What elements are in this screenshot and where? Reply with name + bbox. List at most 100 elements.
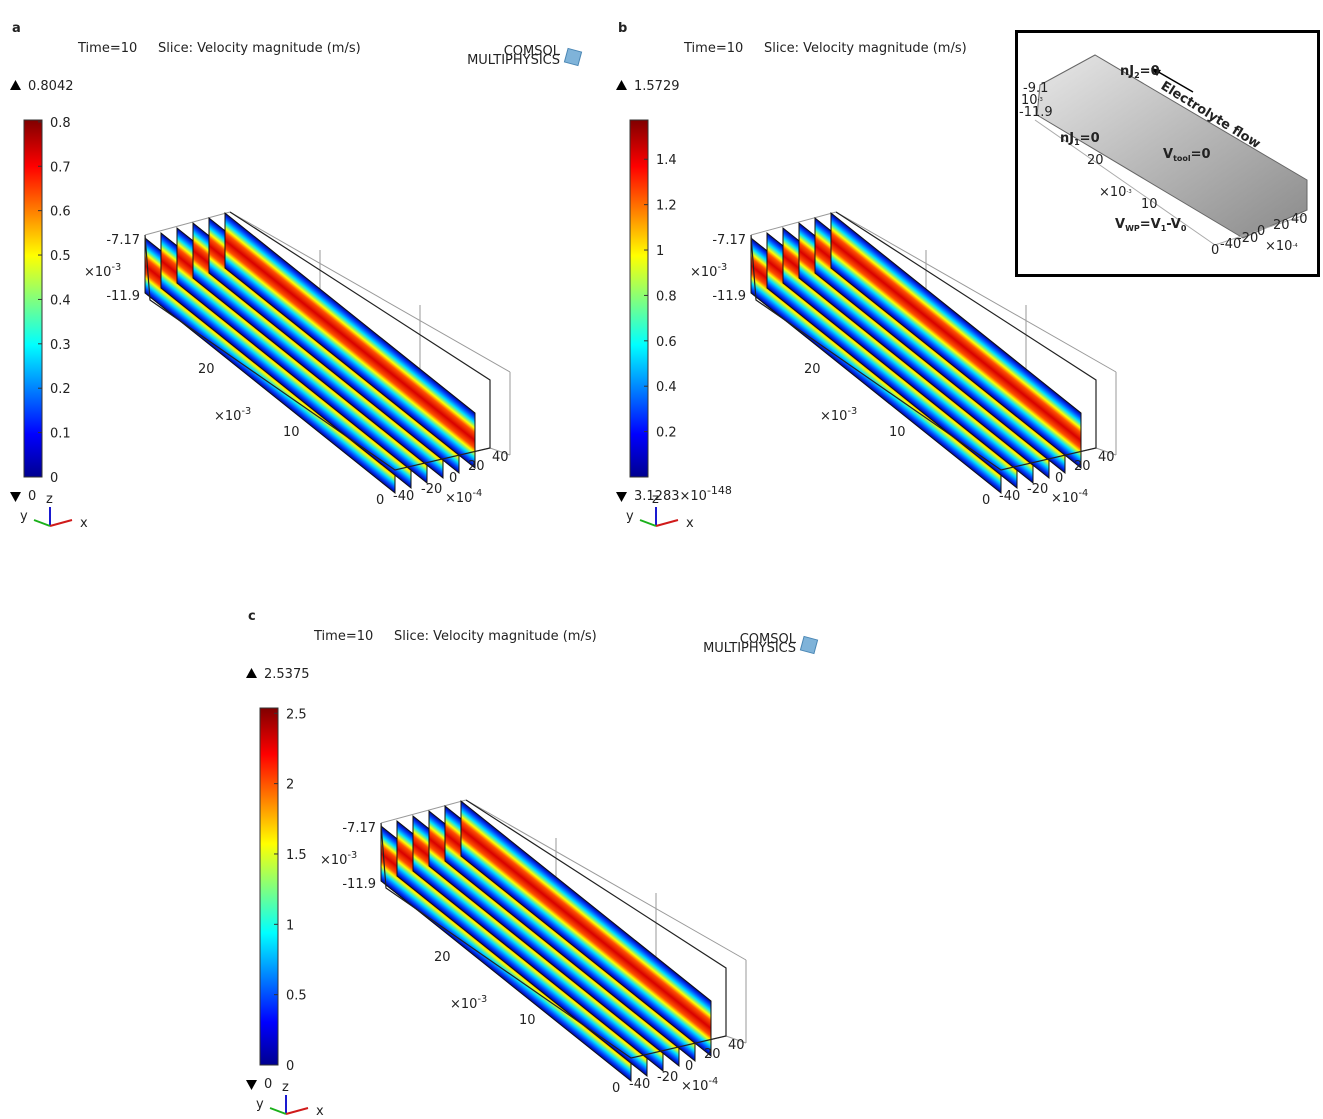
inset-tick-label: -40 (1220, 237, 1241, 252)
max-marker (246, 668, 257, 678)
colorbar (23, 119, 43, 478)
power-base: ×10 (681, 1079, 708, 1094)
colorbar-tick-label: 0 (286, 1059, 294, 1074)
inset-label-part: 1 (1074, 138, 1080, 147)
power-base: ×10 (1051, 491, 1078, 506)
y-tick-label: 10 (519, 1013, 536, 1028)
box-edge (229, 211, 511, 373)
flow-arrowhead (1151, 68, 1161, 76)
inset-label-part: 0 (1181, 224, 1187, 233)
y-tick-label: 0 (612, 1081, 620, 1096)
inset-label-part: =0 (1140, 64, 1160, 79)
max-label: 2.5375 (264, 667, 310, 682)
power-base: ×10 (214, 409, 241, 424)
x-scale: ×10-4 (1051, 488, 1088, 506)
inset-box (1034, 119, 1306, 246)
box-edge (465, 799, 747, 961)
power-exponent: -3 (111, 262, 121, 273)
y-scale: ×10-3 (450, 994, 487, 1012)
box-edge (380, 799, 467, 824)
power-exponent: -3 (1126, 189, 1131, 195)
power-base: ×10 (1265, 239, 1292, 254)
panel-label: a (12, 21, 21, 36)
y-tick-label: 20 (804, 362, 821, 377)
colorbar-tick-label: 2 (286, 778, 294, 793)
box-edge (835, 211, 1117, 373)
inset-label: nJ2=0 (1120, 64, 1160, 80)
time-label: Time=10 (683, 41, 743, 56)
min-marker (246, 1080, 257, 1090)
min-marker (616, 492, 627, 502)
power-base: ×10 (84, 265, 111, 280)
z-scale: ×10-3 (320, 850, 357, 868)
panel: b Time=10 Slice: Velocity magnitude (m/s) 1… (616, 21, 1117, 531)
inset-tick-label: 0 (1257, 224, 1265, 239)
inset-label-part: 1 (1161, 224, 1167, 233)
time-label: Time=10 (313, 629, 373, 644)
watermark: COMSOL (504, 44, 561, 59)
z-scale: ×10-3 (690, 262, 727, 280)
axis-x (655, 519, 679, 527)
power-exponent: -3 (241, 406, 251, 417)
box-edge (750, 211, 837, 236)
triad-label: y (626, 509, 634, 524)
max-marker (616, 80, 627, 90)
x-tick-label: 0 (685, 1059, 693, 1074)
colorbar-tick-label: 0.4 (656, 380, 677, 395)
min-marker (10, 492, 21, 502)
colorbar-tick-label: 0.5 (286, 989, 307, 1004)
colorbar (629, 119, 649, 478)
triad-label: x (686, 516, 694, 531)
panel-label: b (618, 21, 627, 36)
panel: a Time=10 Slice: Velocity magnitude (m/s) C… (10, 21, 583, 531)
inset-tick-label: 40 (1291, 212, 1308, 227)
colorbar-tick-label: 0.2 (656, 426, 677, 441)
max-label: 1.5729 (634, 79, 680, 94)
power-base: ×10 (1099, 185, 1126, 200)
y-tick-label: 10 (889, 425, 906, 440)
power-exponent: -148 (707, 484, 732, 497)
power-exponent: -3 (347, 850, 357, 861)
power-exponent: -4 (1292, 243, 1298, 249)
x-tick-label: 0 (1055, 471, 1063, 486)
watermark: MULTIPHYSICS (467, 53, 560, 68)
box-edge (144, 211, 491, 471)
box-edge (489, 447, 511, 456)
colorbar-tick-label: 0.6 (656, 335, 677, 350)
axis-y (33, 519, 51, 527)
inset-label-part: tool (1173, 154, 1191, 163)
colorbar-tick-label: 0.6 (50, 205, 71, 220)
x-tick-label: -40 (393, 489, 414, 504)
inset-label-part: WP (1125, 224, 1140, 233)
colorbar-tick-label: 2.5 (286, 707, 307, 722)
velocity-slice (830, 211, 1082, 470)
inset-label-part: nJ (1060, 131, 1074, 146)
inset-tick-label: 20 (1087, 153, 1104, 168)
z-tick-label: -11.9 (712, 289, 746, 304)
colorbar-tick-label: 1.5 (286, 848, 307, 863)
inset-label-part: V (1115, 217, 1125, 232)
axis-y (639, 519, 657, 527)
power-exponent: -3 (1038, 97, 1043, 103)
inset-label-part: 2 (1134, 71, 1140, 80)
colorbar-tick-label: 0.8 (656, 289, 677, 304)
box-edge (750, 211, 1097, 471)
inset-scale: 10-3 (1021, 93, 1043, 108)
inset-label-part: -V (1166, 217, 1181, 232)
inset-label-part: V (1163, 147, 1173, 162)
x-scale: ×10-4 (445, 488, 482, 506)
power-exponent: -4 (472, 488, 482, 499)
axis-x (285, 1107, 309, 1115)
colorbar-tick-label: 1.4 (656, 153, 677, 168)
triad-label: x (80, 516, 88, 531)
x-tick-label: 40 (1098, 450, 1115, 465)
inset-label-part: nJ (1120, 64, 1134, 79)
z-tick-label: -7.17 (712, 233, 746, 248)
flow-arrow (1154, 69, 1194, 93)
colorbar-tick-label: 0.8 (50, 116, 71, 131)
triad-label: y (256, 1097, 264, 1112)
power-exponent: -3 (847, 406, 857, 417)
triad-label: y (20, 509, 28, 524)
